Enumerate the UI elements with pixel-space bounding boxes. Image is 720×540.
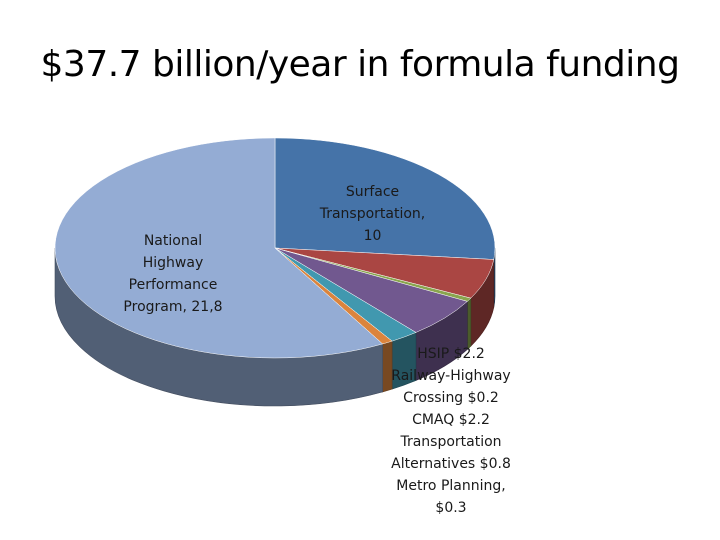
data-label-line: Alternatives $0.8: [391, 456, 511, 472]
data-label-line: Transportation: [400, 434, 502, 450]
data-label-nhpp: National Highway Performance Program, 21,8: [108, 230, 238, 318]
pie-slice-national-highway-performance-program: [54, 137, 384, 359]
data-label-line: $0.3: [435, 500, 467, 516]
data-label-line: Metro Planning,: [396, 478, 506, 494]
pie-tops: [54, 137, 496, 359]
pie-sides: [54, 247, 496, 407]
data-label-line: HSIP $2.2: [417, 346, 485, 362]
data-label-small-programs: HSIP $2.2 Railway-Highway Crossing $0.2 CMA…: [376, 343, 526, 519]
chart-title: $37.7 billion/year in formula funding: [40, 44, 680, 85]
data-label-line: Surface: [345, 184, 400, 200]
data-label-line: National: [143, 233, 203, 249]
data-label-line: CMAQ $2.2: [412, 412, 490, 428]
data-label-line: Performance: [128, 277, 218, 293]
pie-slice-surface-transportation: [274, 137, 496, 260]
data-label-line: Transportation,: [319, 206, 426, 222]
data-label-line: 10: [363, 228, 382, 244]
data-label-surface-transportation: Surface Transportation, 10: [300, 181, 445, 247]
data-label-line: Highway: [142, 255, 204, 271]
data-label-line: Program, 21,8: [123, 299, 223, 315]
data-label-line: Railway-Highway: [391, 368, 511, 384]
data-label-line: Crossing $0.2: [403, 390, 499, 406]
pie-side-railway-highway-crossing: [467, 297, 472, 351]
